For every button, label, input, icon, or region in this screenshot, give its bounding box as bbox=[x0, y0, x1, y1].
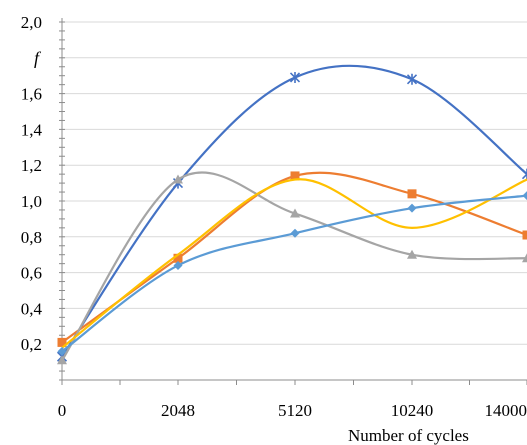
series-5 bbox=[57, 191, 527, 356]
y-tick-label: 0,6 bbox=[21, 264, 42, 283]
series-line bbox=[61, 178, 527, 349]
x-tick-label: 5120 bbox=[278, 401, 312, 420]
data-point bbox=[57, 337, 67, 347]
data-point bbox=[522, 230, 527, 240]
data-point bbox=[406, 73, 418, 85]
x-axis-title: Number of cycles bbox=[348, 426, 469, 445]
y-tick-label: 1,2 bbox=[21, 156, 42, 175]
data-point-stroke bbox=[521, 173, 527, 180]
data-point bbox=[57, 346, 67, 356]
data-point bbox=[173, 174, 183, 184]
data-point-stroke bbox=[521, 169, 527, 176]
data-point bbox=[522, 253, 527, 263]
data-point bbox=[407, 189, 417, 199]
series-4 bbox=[61, 178, 527, 349]
y-tick-label: 0,2 bbox=[21, 335, 42, 354]
data-point bbox=[173, 260, 183, 270]
data-point bbox=[289, 71, 301, 83]
series-group bbox=[56, 64, 527, 365]
y-tick-label: 1,6 bbox=[21, 85, 42, 104]
series-line bbox=[61, 194, 527, 353]
y-tick-label: 2,0 bbox=[21, 13, 42, 32]
data-point bbox=[407, 249, 417, 259]
x-tick-label: 10240 bbox=[391, 401, 434, 420]
data-point bbox=[290, 228, 300, 238]
y-axis-title: f bbox=[34, 48, 42, 68]
data-point bbox=[521, 168, 527, 180]
data-point bbox=[522, 191, 527, 201]
y-tick-label: 0,4 bbox=[21, 299, 43, 318]
series-line bbox=[61, 64, 527, 358]
y-tick-label: 1,4 bbox=[21, 120, 43, 139]
series-3 bbox=[57, 171, 527, 365]
series-line bbox=[61, 171, 527, 361]
data-point bbox=[290, 171, 300, 181]
y-tick-label: 1,0 bbox=[21, 192, 42, 211]
tick-labels: 2,0 1,6 1,4 1,2 1,0 0,8 0,6 0,4 0,2 0 2048 5120 1024… bbox=[21, 13, 527, 420]
y-tick-label: 0,8 bbox=[21, 228, 42, 247]
x-tick-label: 2048 bbox=[161, 401, 195, 420]
data-point bbox=[407, 203, 417, 213]
x-tick-label: 0 bbox=[58, 401, 67, 420]
data-point bbox=[57, 355, 67, 365]
axes bbox=[59, 18, 527, 385]
series-2 bbox=[57, 171, 527, 347]
data-point bbox=[173, 253, 183, 263]
series-line bbox=[61, 171, 527, 344]
x-tick-label: 14000 bbox=[485, 401, 527, 420]
data-point bbox=[290, 208, 300, 218]
